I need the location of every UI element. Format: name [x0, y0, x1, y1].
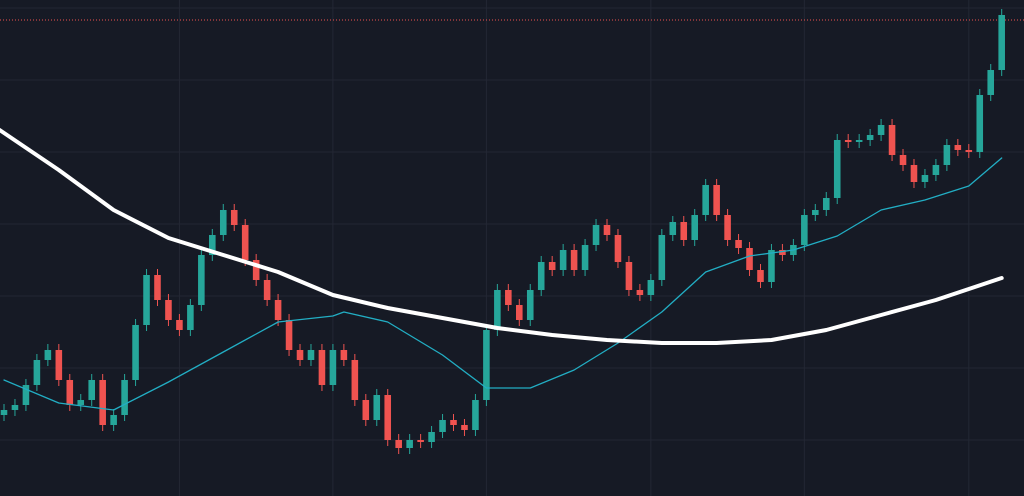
candle-body: [976, 95, 984, 152]
candle-body: [44, 350, 52, 360]
candle-body: [537, 262, 545, 290]
candle-body: [735, 240, 742, 248]
candle-body: [614, 235, 622, 262]
candle-body: [691, 215, 698, 240]
candle-body: [581, 245, 589, 270]
candle-body: [866, 135, 874, 140]
candle-body: [318, 350, 326, 385]
candle-body: [110, 415, 117, 425]
candle-body: [559, 250, 567, 270]
candle-body: [505, 290, 512, 305]
candle-body: [99, 380, 106, 425]
candle-body: [812, 210, 819, 215]
candle-body: [340, 350, 348, 360]
candle-body: [844, 140, 852, 142]
candle-body: [658, 235, 666, 280]
candle-body: [209, 235, 216, 255]
candle-body: [746, 248, 753, 270]
candle-body: [625, 262, 633, 290]
candle-body: [187, 305, 194, 330]
candle-body: [329, 350, 337, 385]
candle-body: [603, 225, 611, 235]
candle-body: [888, 125, 896, 155]
candle-body: [680, 222, 688, 240]
candle-body: [822, 198, 830, 210]
candle-body: [0, 410, 8, 415]
candle-body: [647, 280, 655, 295]
candle-body: [636, 290, 644, 295]
candle-body: [263, 280, 271, 300]
candle-body: [121, 380, 128, 415]
candle-body: [998, 15, 1005, 70]
candle-body: [285, 320, 293, 350]
candle-body: [307, 350, 315, 360]
candle-body: [965, 150, 973, 152]
candle-body: [143, 275, 150, 325]
candle-body: [252, 260, 260, 280]
candle-body: [219, 210, 227, 235]
candle-body: [417, 440, 424, 442]
candle-body: [132, 325, 139, 380]
candle-body: [77, 400, 85, 405]
candle-body: [801, 215, 808, 245]
candle-body: [373, 395, 381, 420]
candle-body: [176, 320, 183, 330]
candle-body: [987, 70, 995, 95]
candle-body: [384, 395, 392, 440]
candle-body: [899, 155, 907, 165]
candle-body: [428, 432, 435, 442]
candle-body: [362, 400, 370, 420]
candle-body: [570, 250, 578, 270]
candle-body: [33, 360, 41, 385]
candle-body: [724, 215, 731, 240]
candle-body: [943, 145, 951, 165]
candle-body: [669, 222, 677, 235]
candle-body: [241, 225, 249, 260]
moving-average-line: [0, 128, 1004, 345]
candle-body: [296, 350, 304, 360]
candle-body: [592, 225, 600, 245]
candle-body: [406, 440, 413, 448]
candle-body: [461, 425, 468, 430]
candle-body: [165, 300, 172, 320]
candle-body: [932, 165, 940, 175]
candle-body: [548, 262, 556, 270]
candle-body: [154, 275, 161, 300]
candle-body: [198, 255, 205, 305]
candle-body: [439, 420, 446, 432]
moving-average-line: [3, 157, 1003, 411]
candle-body: [230, 210, 238, 225]
candle-body: [483, 330, 490, 400]
candle-body: [351, 360, 359, 400]
candle-body: [702, 185, 709, 215]
candle-body: [855, 140, 863, 142]
candle-body: [921, 175, 929, 182]
candle-body: [395, 440, 402, 448]
candle-body: [516, 305, 523, 320]
candle-body: [526, 290, 534, 320]
candle-body: [954, 145, 962, 150]
candle-body: [274, 300, 282, 320]
candle-body: [66, 380, 74, 405]
candle-body: [713, 185, 720, 215]
candle-body: [11, 405, 19, 410]
candle-body: [22, 385, 30, 405]
candle-body: [910, 165, 918, 182]
candle-body: [472, 400, 479, 430]
candle-body: [450, 420, 457, 425]
candle-body: [877, 125, 885, 135]
candle-body: [55, 350, 63, 380]
candle-body: [757, 270, 764, 282]
candle-body: [768, 250, 775, 282]
candle-body: [494, 290, 501, 330]
candle-body: [779, 250, 786, 255]
candle-body: [88, 380, 95, 400]
candle-body: [833, 140, 841, 198]
